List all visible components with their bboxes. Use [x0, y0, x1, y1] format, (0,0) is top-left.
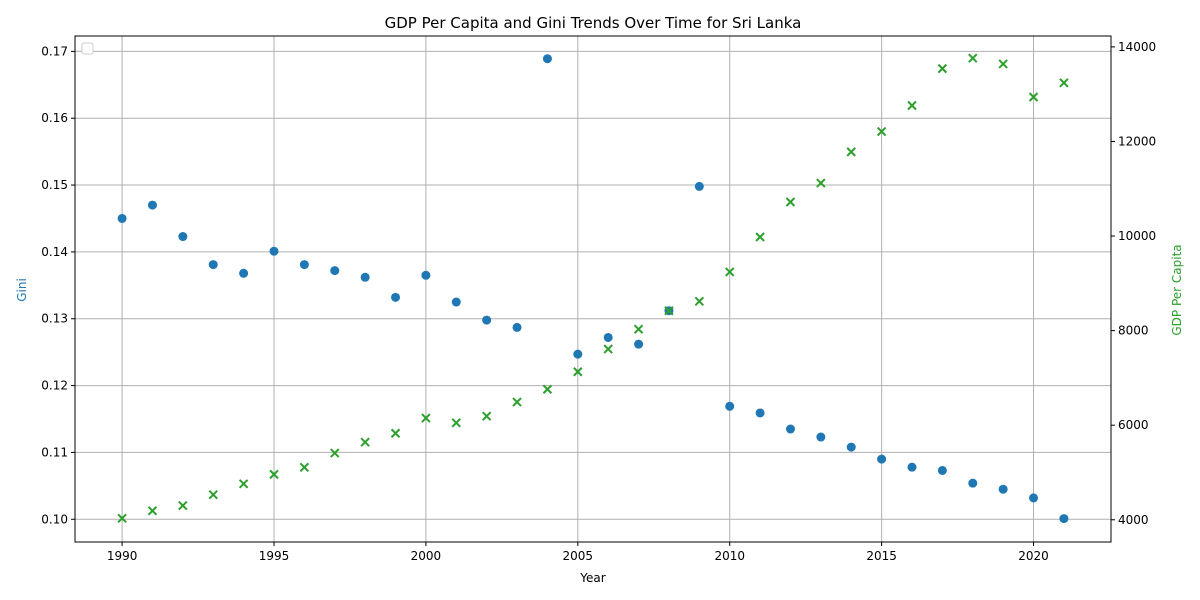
gini-point	[937, 465, 947, 475]
gini-point	[816, 432, 826, 442]
x-tick-label: 1990	[107, 549, 138, 563]
left-y-tick-label: 0.15	[41, 178, 68, 192]
gdp-per-capita-point	[1059, 78, 1069, 88]
gini-point	[269, 246, 279, 256]
gini-point	[1059, 514, 1069, 524]
chart-title: GDP Per Capita and Gini Trends Over Time…	[385, 14, 802, 32]
gini-point	[208, 260, 218, 270]
gdp-per-capita-point	[542, 384, 553, 394]
gdp-per-capita-point	[755, 232, 765, 242]
gdp-per-capita-point	[481, 411, 492, 421]
gini-point	[391, 292, 401, 302]
gdp-per-capita-point	[603, 344, 613, 354]
gdp-per-capita-point	[998, 59, 1008, 69]
legend-box	[81, 42, 94, 55]
gdp-per-capita-point	[178, 500, 188, 511]
right-y-tick-label: 4000	[1118, 513, 1149, 527]
gini-point	[360, 272, 370, 282]
gini-point	[178, 232, 188, 242]
gini-point	[239, 268, 249, 278]
gdp-per-capita-point	[512, 397, 522, 407]
left-y-tick-label: 0.11	[41, 445, 68, 459]
gini-point	[482, 315, 492, 325]
x-axis-title: Year	[579, 571, 605, 585]
right-y-tick-label: 12000	[1118, 134, 1156, 148]
gini-point	[147, 200, 157, 210]
gdp-per-capita-point	[876, 126, 887, 137]
left-y-axis: 0.10 0.11 0.12 0.13 0.14 0.15 0.16 0.17	[41, 44, 75, 526]
gini-point	[998, 484, 1008, 494]
gini-point	[755, 408, 765, 418]
gini-series	[117, 54, 1069, 524]
gini-point	[634, 339, 644, 349]
x-tick-label: 2000	[411, 549, 442, 563]
left-y-tick-label: 0.17	[41, 44, 68, 58]
right-y-tick-label: 8000	[1118, 324, 1149, 338]
gdp-per-capita-point	[907, 100, 917, 111]
gini-point	[1029, 493, 1039, 503]
gdp-per-capita-point	[238, 479, 249, 489]
gdp-per-capita-point	[694, 296, 705, 307]
left-y-tick-label: 0.16	[41, 111, 68, 125]
gini-point	[725, 401, 735, 411]
right-y-tick-label: 6000	[1118, 418, 1149, 432]
left-y-tick-label: 0.10	[41, 512, 68, 526]
x-axis: 1990 1995 2000 2005 2010 2015 2020	[107, 542, 1049, 563]
gdp-per-capita-point	[816, 178, 826, 188]
gini-point	[877, 454, 887, 464]
grid-lines	[75, 36, 1111, 542]
gdp-per-capita-point	[451, 418, 461, 428]
x-tick-label: 2020	[1018, 549, 1049, 563]
plot-frame	[74, 35, 1112, 543]
right-y-axis: 4000 6000 8000 10000 12000 14000	[1111, 40, 1156, 527]
gini-point	[542, 54, 552, 64]
left-y-axis-title: Gini	[15, 278, 29, 302]
x-tick-label: 2010	[714, 549, 745, 563]
gdp-per-capita-point	[785, 197, 796, 207]
x-tick-label: 2015	[866, 549, 897, 563]
gdp-per-capita-point	[390, 428, 401, 438]
gdp-per-capita-point	[269, 469, 279, 480]
gini-point	[907, 462, 917, 472]
gdp-per-capita-point	[1028, 92, 1039, 102]
gdp-per-capita-point	[846, 147, 856, 157]
gini-point	[846, 442, 856, 452]
gini-point	[451, 297, 461, 307]
gdp-per-capita-series	[117, 53, 1069, 524]
gdp-per-capita-point	[937, 63, 948, 74]
gini-point	[573, 349, 583, 359]
gdp-per-capita-point	[330, 448, 340, 458]
gdp-per-capita-point	[573, 367, 583, 377]
gini-point	[968, 478, 978, 488]
gdp-per-capita-point	[208, 490, 218, 500]
gini-point	[694, 181, 704, 191]
x-tick-label: 2005	[563, 549, 594, 563]
gdp-per-capita-point	[968, 53, 978, 63]
gdp-per-capita-point	[633, 324, 644, 334]
left-y-tick-label: 0.13	[41, 312, 68, 326]
gdp-per-capita-point	[360, 437, 370, 447]
gini-point	[117, 213, 127, 223]
gdp-per-capita-point	[421, 413, 431, 423]
gini-point	[330, 266, 340, 276]
gdp-per-capita-point	[117, 513, 127, 524]
gini-point	[421, 270, 431, 280]
gini-point	[603, 332, 613, 342]
right-y-tick-label: 14000	[1118, 40, 1156, 54]
gdp-per-capita-point	[725, 267, 735, 277]
gini-point	[512, 322, 522, 332]
x-tick-label: 1995	[259, 549, 290, 563]
gdp-per-capita-point	[147, 506, 158, 516]
gini-point	[299, 260, 309, 270]
gdp-per-capita-point	[664, 306, 674, 316]
left-y-tick-label: 0.14	[41, 245, 68, 259]
gini-point	[785, 424, 795, 434]
right-y-axis-title: GDP Per Capita	[1170, 244, 1184, 335]
gdp-per-capita-point	[299, 462, 310, 472]
left-y-tick-label: 0.12	[41, 379, 68, 393]
right-y-tick-label: 10000	[1118, 229, 1156, 243]
